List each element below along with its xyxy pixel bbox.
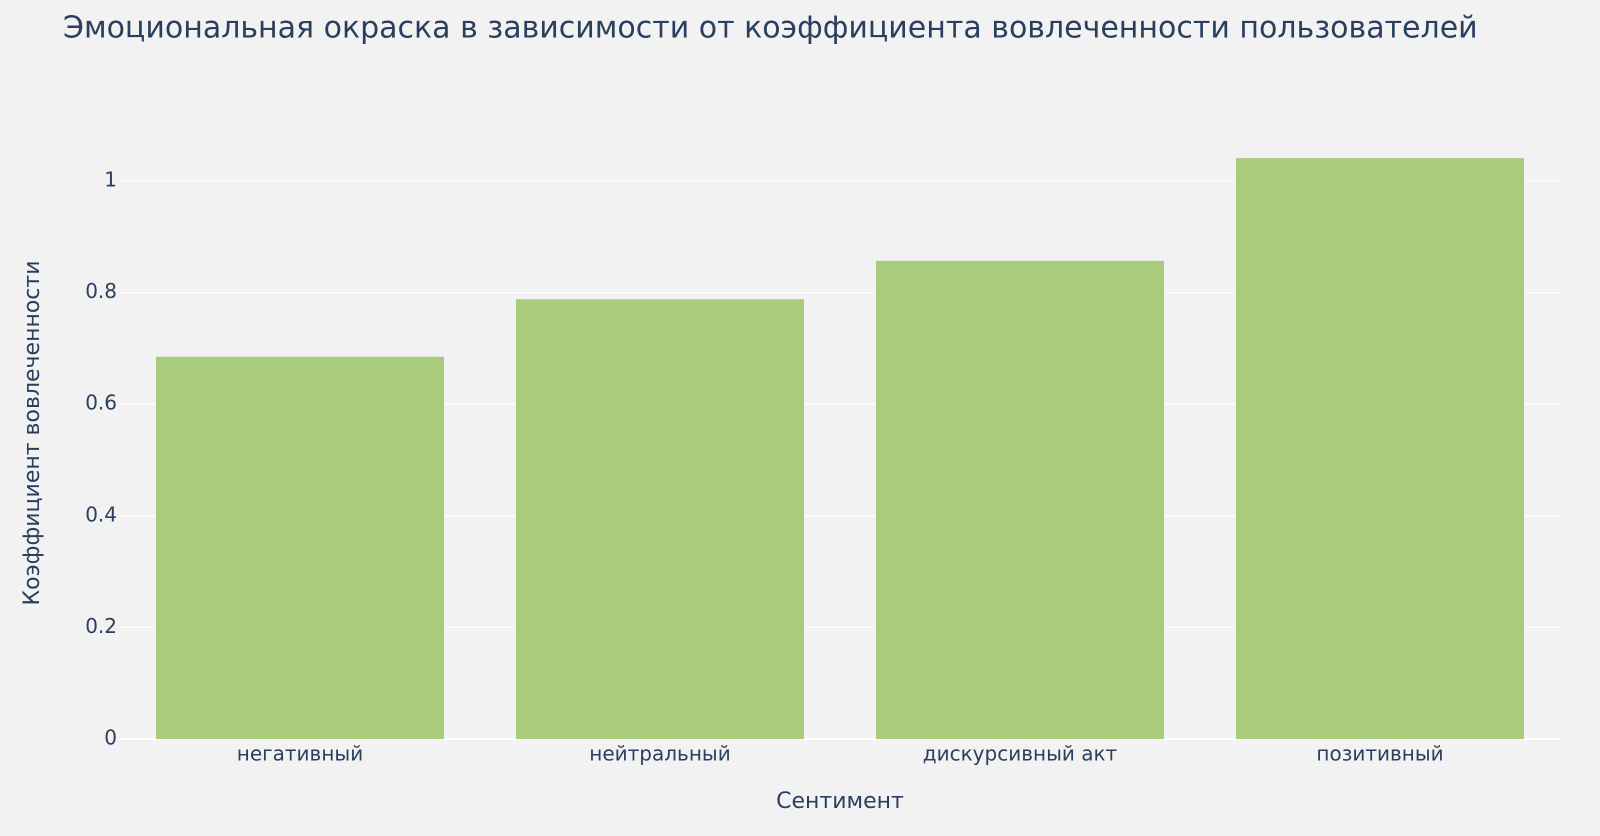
y-tick-label: 0.6	[85, 391, 117, 415]
x-tick-label: негативный	[237, 742, 363, 766]
bar	[1236, 158, 1524, 739]
x-axis-title: Сентимент	[776, 789, 904, 814]
x-tick-label: позитивный	[1316, 742, 1443, 766]
bar	[156, 356, 444, 739]
y-tick-label: 0.4	[85, 502, 117, 526]
y-tick-label: 0	[104, 726, 117, 750]
x-tick-label: дискурсивный акт	[923, 742, 1118, 766]
y-tick-label: 0.2	[85, 614, 117, 638]
y-tick-label: 1	[104, 168, 117, 192]
bar	[516, 299, 804, 739]
y-axis-title: Коэффициент вовлеченности	[20, 260, 45, 605]
chart-title: Эмоциональная окраска в зависимости от к…	[63, 11, 1478, 46]
y-tick-label: 0.8	[85, 279, 117, 303]
x-tick-label: нейтральный	[589, 742, 730, 766]
bar	[876, 260, 1164, 739]
